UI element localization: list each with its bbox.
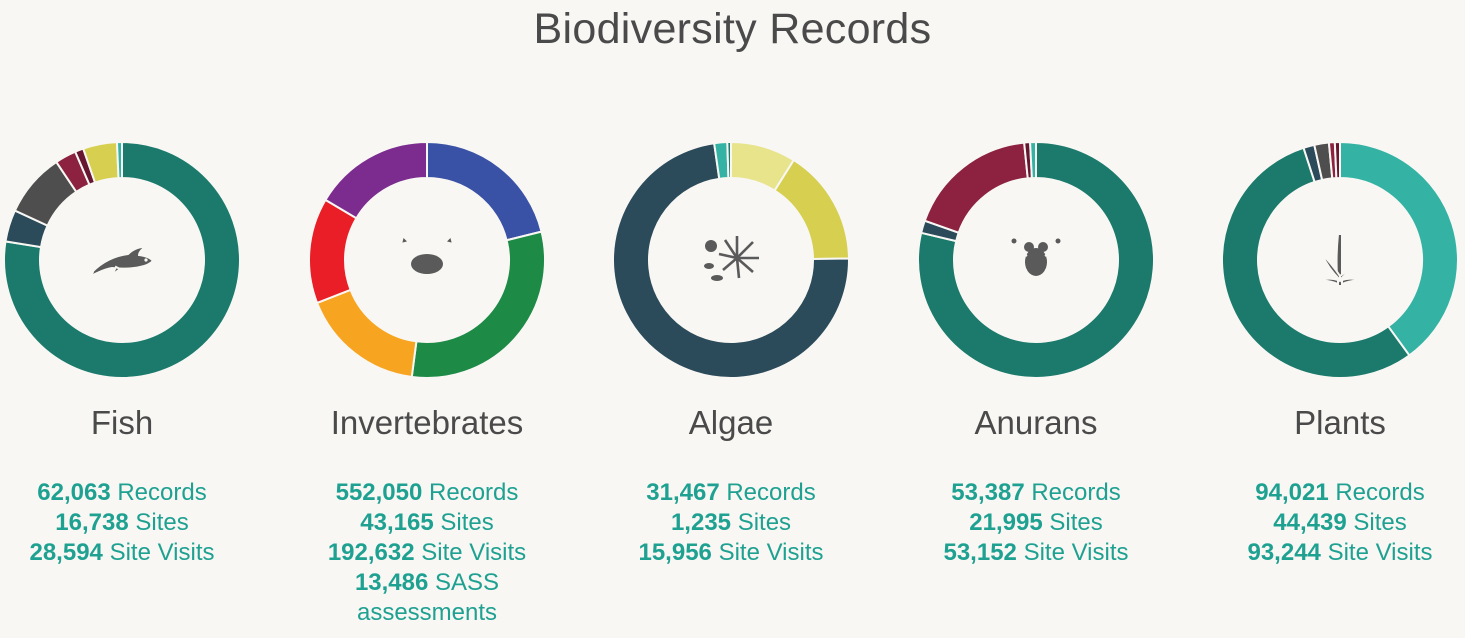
stat-label: Records [117,479,207,506]
stats-list: 62,063 Records 16,738 Sites 28,594 Site … [0,478,267,568]
stat-value: 552,050 [335,479,423,506]
group-invertebrates: Invertebrates 552,050 Records 43,165 Sit… [282,140,572,628]
stat-site-visits: 192,632 Site Visits [282,538,572,568]
group-label: Algae [688,404,774,441]
stat-value: 53,152 [943,539,1017,566]
stat-label: Site Visits [421,539,527,566]
stat-value: 16,738 [55,509,129,536]
stat-records: 62,063 Records [0,478,267,508]
donut-slice-algae-2[interactable] [612,142,850,379]
donut-slice-anurans-0[interactable] [917,140,1155,379]
stat-label: Site Visits [1327,539,1433,566]
fish-icon [87,246,155,279]
stats-list: 53,387 Records 21,995 Sites 53,152 Site … [891,478,1181,568]
stat-value: 15,956 [638,539,712,566]
donut-chart-fish[interactable] [2,140,242,380]
stat-label: Records [429,479,519,506]
donut-slice-invertebrates-3[interactable] [308,198,358,305]
stat-label: Records [1335,479,1425,506]
stat-label: Site Visits [109,539,215,566]
donut-slice-invertebrates-1[interactable] [410,230,546,379]
group-label: Invertebrates [330,404,524,441]
stats-list: 31,467 Records 1,235 Sites 15,956 Site V… [586,478,876,568]
donut-slice-invertebrates-4[interactable] [324,140,428,220]
frog-icon [1009,238,1063,285]
stat-records: 31,467 Records [586,478,876,508]
donut-slice-algae-1[interactable] [773,158,851,260]
stat-label: Records [726,479,816,506]
stat-sites: 43,165 Sites [282,508,572,538]
stat-site-visits: 93,244 Site Visits [1195,538,1465,568]
group-label: Anurans [974,404,1098,441]
stat-label: SASS assessments [356,569,500,626]
stat-value: 21,995 [969,509,1043,536]
group-plants: Plants 94,021 Records 44,439 Sites 93,24… [1195,140,1465,568]
donut-chart-invertebrates[interactable] [307,140,547,380]
stat-records: 53,387 Records [891,478,1181,508]
stat-records: 94,021 Records [1195,478,1465,508]
stat-value: 43,165 [360,509,434,536]
donut-slice-plants-5[interactable] [1333,140,1341,180]
donut-slice-fish-0[interactable] [3,140,241,379]
stats-list: 552,050 Records 43,165 Sites 192,632 Sit… [282,478,572,628]
stat-value: 93,244 [1247,539,1321,566]
stat-value: 44,439 [1273,509,1347,536]
stat-site-visits: 28,594 Site Visits [0,538,267,568]
donut-slice-invertebrates-2[interactable] [315,288,418,379]
donut-slice-fish-6[interactable] [115,140,123,180]
stat-value: 62,063 [37,479,111,506]
stat-value: 28,594 [29,539,103,566]
stat-label: Sites [1049,509,1103,536]
plant-icon [1315,233,1365,289]
donut-slice-anurans-2[interactable] [923,141,1029,234]
stat-sites: 44,439 Sites [1195,508,1465,538]
stat-value: 1,235 [670,509,732,536]
stat-value: 94,021 [1255,479,1329,506]
donut-slice-plants-0[interactable] [1339,140,1459,357]
stat-label: Site Visits [718,539,824,566]
donut-slice-anurans-4[interactable] [1029,140,1037,180]
stat-site-visits: 53,152 Site Visits [891,538,1181,568]
donut-chart-algae[interactable] [611,140,851,380]
stat-sass: 13,486 SASS assessments [327,568,527,628]
stat-value: 192,632 [327,539,415,566]
donut-chart-plants[interactable] [1220,140,1460,380]
donut-chart-anurans[interactable] [916,140,1156,380]
stat-sites: 1,235 Sites [586,508,876,538]
stat-label: Site Visits [1023,539,1129,566]
donut-slice-plants-1[interactable] [1221,146,1411,379]
algae-icon [704,236,759,281]
group-fish: Fish 62,063 Records 16,738 Sites 28,594 … [0,140,267,568]
donut-slice-invertebrates-0[interactable] [426,140,543,242]
stat-value: 13,486 [354,569,429,596]
stat-value: 31,467 [646,479,720,506]
page-title: Biodiversity Records [533,5,932,53]
stat-label: Sites [440,509,494,536]
group-anurans: Anurans 53,387 Records 21,995 Sites 53,1… [891,140,1181,568]
donut-slice-algae-4[interactable] [726,140,733,180]
group-label: Plants [1294,404,1386,441]
group-algae: Algae 31,467 Records 1,235 Sites 15,956 … [586,140,876,568]
stat-site-visits: 15,956 Site Visits [586,538,876,568]
group-label: Fish [90,404,154,441]
stats-list: 94,021 Records 44,439 Sites 93,244 Site … [1195,478,1465,568]
stat-label: Sites [737,509,792,536]
stat-sites: 21,995 Sites [891,508,1181,538]
stat-label: Records [1031,479,1121,506]
stat-sites: 16,738 Sites [0,508,267,538]
stat-value: 53,387 [951,479,1025,506]
stat-label: Sites [1353,509,1407,536]
crab-icon [396,234,458,287]
stat-label: Sites [135,509,189,536]
stat-records: 552,050 Records [282,478,572,508]
